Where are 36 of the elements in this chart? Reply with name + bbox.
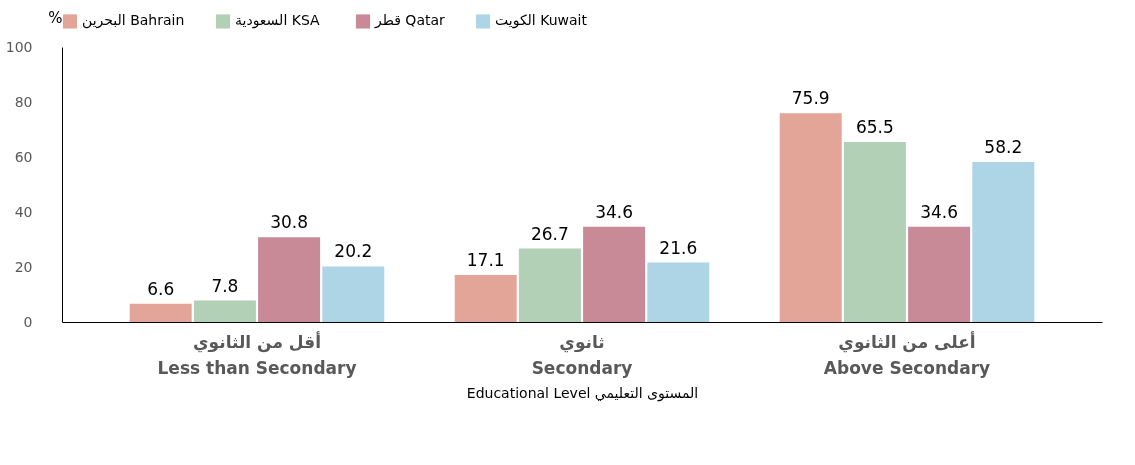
legend-label: الكويت Kuwait xyxy=(495,12,588,30)
data-label: 65.5 xyxy=(855,116,894,137)
y-tick-label: 20 xyxy=(14,258,33,275)
data-label: 7.8 xyxy=(211,275,239,296)
bar xyxy=(647,262,710,322)
bar xyxy=(193,300,256,322)
legend-label: السعودية KSA xyxy=(235,12,321,30)
data-label: 20.2 xyxy=(334,241,373,262)
data-label: 75.9 xyxy=(791,88,830,109)
bar xyxy=(258,237,321,322)
legend-label: البحرين Bahrain xyxy=(82,12,185,30)
y-tick-label: 100 xyxy=(5,38,33,55)
data-label: 6.6 xyxy=(147,278,175,299)
data-label: 26.7 xyxy=(530,223,569,244)
data-label: 17.1 xyxy=(466,249,505,270)
bar xyxy=(908,226,971,322)
bar xyxy=(972,161,1035,322)
bar xyxy=(518,248,581,322)
bar xyxy=(583,226,646,322)
y-tick-label: 80 xyxy=(14,93,33,110)
y-tick-label: 40 xyxy=(14,203,33,220)
data-label: 34.6 xyxy=(595,201,634,222)
y-tick-label: 0 xyxy=(23,313,33,330)
y-axis-title: % xyxy=(48,8,63,27)
bar xyxy=(322,266,385,322)
legend-label: قطر Qatar xyxy=(374,12,446,30)
data-label: 30.8 xyxy=(270,212,309,233)
bar xyxy=(779,113,842,322)
data-label: 34.6 xyxy=(920,201,959,222)
bar xyxy=(843,141,906,322)
bar xyxy=(454,274,517,322)
y-tick-label: 60 xyxy=(14,148,33,165)
data-label: 21.6 xyxy=(659,237,698,258)
data-label: 58.2 xyxy=(984,136,1023,157)
x-axis-title: Educational Level المستوى التعليمي xyxy=(466,384,699,402)
bar xyxy=(129,303,192,322)
